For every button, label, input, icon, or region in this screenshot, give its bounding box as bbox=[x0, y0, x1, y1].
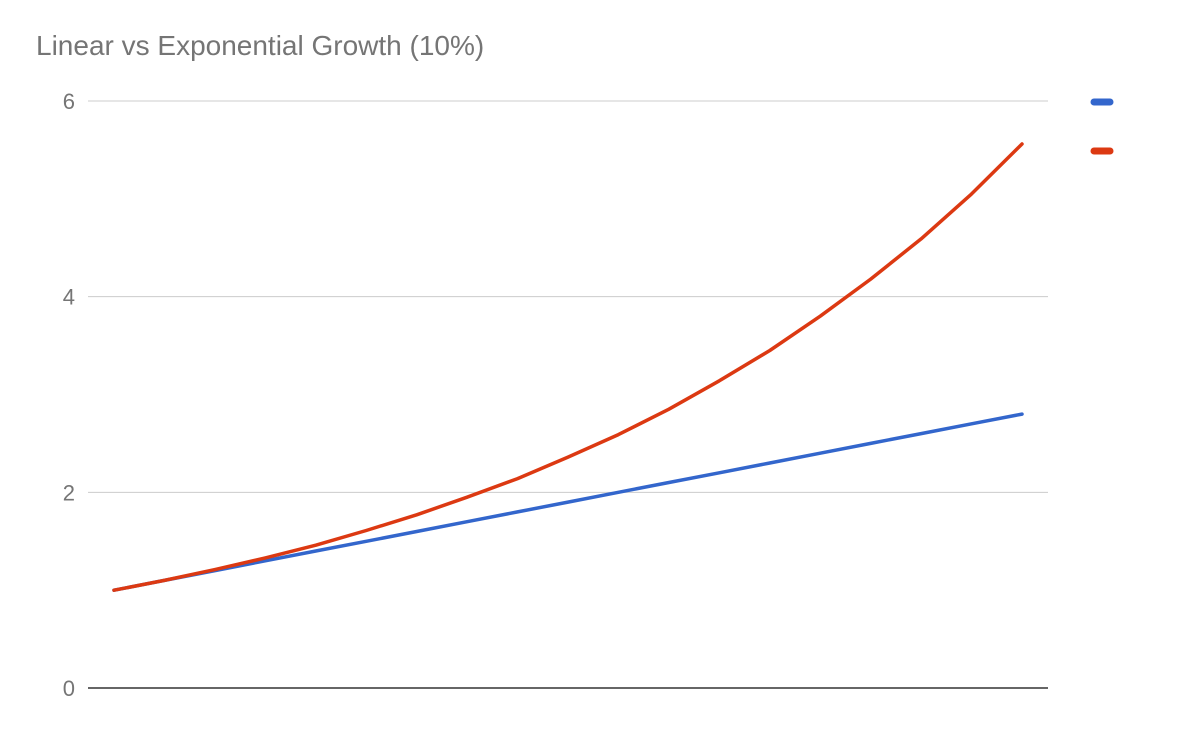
y-tick-label: 4 bbox=[63, 285, 75, 310]
y-tick-label: 0 bbox=[63, 676, 75, 701]
y-axis-ticks: 0 2 4 6 bbox=[63, 89, 75, 701]
chart-title: Linear vs Exponential Growth (10%) bbox=[36, 30, 485, 61]
grid-lines bbox=[88, 100, 1048, 689]
y-tick-label: 2 bbox=[63, 480, 75, 505]
series-line-1 bbox=[112, 412, 1024, 592]
series-lines bbox=[112, 142, 1024, 592]
series-line-2 bbox=[112, 142, 1024, 592]
y-tick-label: 6 bbox=[63, 89, 75, 114]
legend bbox=[1090, 98, 1114, 155]
